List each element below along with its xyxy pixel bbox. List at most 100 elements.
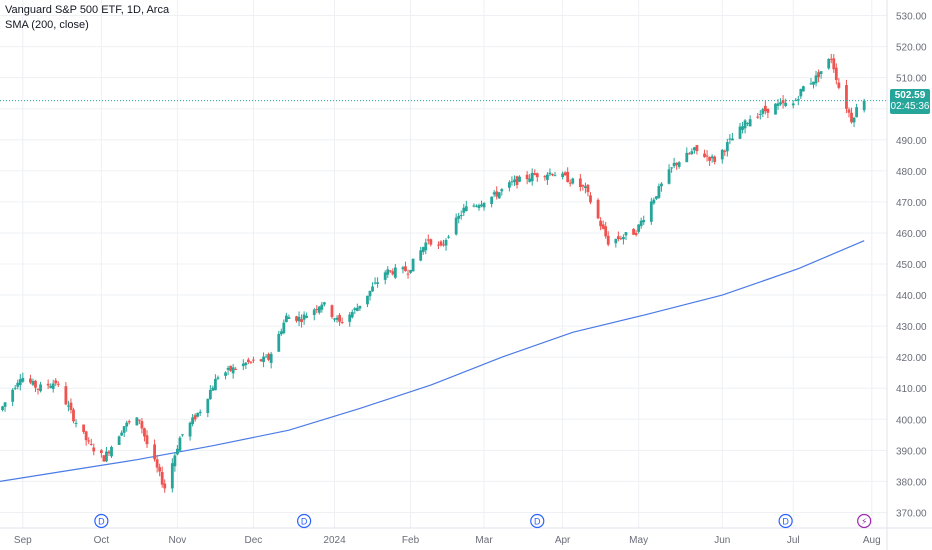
candle-up[interactable] xyxy=(206,398,210,418)
candle-down[interactable] xyxy=(515,175,519,189)
candle-up[interactable] xyxy=(462,203,466,217)
candle-up[interactable] xyxy=(692,146,696,154)
candle-down[interactable] xyxy=(634,230,638,237)
candle-up[interactable] xyxy=(371,282,374,292)
candle-up[interactable] xyxy=(660,182,663,192)
candle-up[interactable] xyxy=(731,132,734,141)
candle-up[interactable] xyxy=(231,364,235,379)
candle-up[interactable] xyxy=(170,458,174,493)
candle-up[interactable] xyxy=(513,175,516,187)
candle-up[interactable] xyxy=(282,319,286,335)
earnings-marker[interactable]: ⚡ xyxy=(857,513,872,529)
candle-up[interactable] xyxy=(812,81,815,89)
candle-down[interactable] xyxy=(338,313,341,326)
candle-down[interactable] xyxy=(763,100,767,115)
candle-up[interactable] xyxy=(117,435,121,445)
candle-up[interactable] xyxy=(561,171,565,180)
candle-down[interactable] xyxy=(300,314,303,328)
candle-up[interactable] xyxy=(358,305,362,312)
candle-up[interactable] xyxy=(122,426,126,438)
candle-up[interactable] xyxy=(279,328,283,336)
candle-up[interactable] xyxy=(497,191,501,199)
candle-up[interactable] xyxy=(191,414,195,427)
candle-up[interactable] xyxy=(571,177,575,185)
candle-up[interactable] xyxy=(51,379,55,393)
candle-up[interactable] xyxy=(411,258,415,272)
candle-down[interactable] xyxy=(604,221,608,239)
candle-down[interactable] xyxy=(850,107,853,124)
candle-up[interactable] xyxy=(241,359,245,371)
candle-down[interactable] xyxy=(495,186,499,200)
candle-up[interactable] xyxy=(366,295,369,308)
candle-down[interactable] xyxy=(153,439,156,462)
candle-down[interactable] xyxy=(832,54,836,73)
candle-up[interactable] xyxy=(312,307,316,321)
candle-up[interactable] xyxy=(649,197,653,225)
candle-up[interactable] xyxy=(409,269,412,274)
candle-down[interactable] xyxy=(315,305,319,314)
candle-down[interactable] xyxy=(249,360,253,365)
candle-up[interactable] xyxy=(622,234,625,245)
candle-up[interactable] xyxy=(809,78,813,85)
candle-up[interactable] xyxy=(459,210,463,220)
candle-down[interactable] xyxy=(84,430,88,446)
candle-down[interactable] xyxy=(439,240,443,247)
candle-down[interactable] xyxy=(34,379,37,393)
candle-up[interactable] xyxy=(125,420,129,432)
candle-up[interactable] xyxy=(284,312,288,323)
candle-up[interactable] xyxy=(105,446,108,463)
candle-down[interactable] xyxy=(160,466,164,488)
candle-down[interactable] xyxy=(632,228,635,235)
candle-up[interactable] xyxy=(419,246,423,262)
candle-down[interactable] xyxy=(391,268,395,276)
candle-up[interactable] xyxy=(779,98,782,106)
candle-up[interactable] xyxy=(814,70,818,87)
candle-down[interactable] xyxy=(563,171,567,176)
candle-up[interactable] xyxy=(657,183,661,199)
candle-down[interactable] xyxy=(535,172,539,182)
candle-up[interactable] xyxy=(16,379,20,390)
candle-down[interactable] xyxy=(756,112,760,119)
candle-up[interactable] xyxy=(67,400,70,412)
candle-up[interactable] xyxy=(464,200,468,212)
candle-up[interactable] xyxy=(758,110,762,120)
candle-up[interactable] xyxy=(475,204,478,208)
candle-up[interactable] xyxy=(368,290,372,301)
candle-down[interactable] xyxy=(566,167,570,183)
candle-down[interactable] xyxy=(87,437,91,444)
candle-down[interactable] xyxy=(837,78,841,90)
candle-up[interactable] xyxy=(262,352,265,368)
candle-down[interactable] xyxy=(252,356,255,363)
candle-up[interactable] xyxy=(39,381,42,393)
time-axis[interactable]: Sep Oct Nov Dec 2024 Feb Mar Apr May Jun Jul Aug xyxy=(14,535,881,546)
candle-up[interactable] xyxy=(335,315,339,323)
candle-up[interactable] xyxy=(181,434,184,437)
candle-down[interactable] xyxy=(145,430,149,448)
candle-down[interactable] xyxy=(525,171,529,185)
candle-up[interactable] xyxy=(447,234,450,239)
candle-up[interactable] xyxy=(297,311,301,327)
candle-up[interactable] xyxy=(49,383,53,389)
candle-up[interactable] xyxy=(748,115,752,127)
dividend-marker[interactable]: D xyxy=(530,513,545,529)
candle-up[interactable] xyxy=(477,203,481,211)
dividend-marker[interactable]: D xyxy=(297,513,312,529)
candle-up[interactable] xyxy=(287,314,291,320)
candle-up[interactable] xyxy=(548,168,552,177)
candle-up[interactable] xyxy=(173,452,177,472)
candle-down[interactable] xyxy=(29,374,32,385)
candle-up[interactable] xyxy=(226,365,230,376)
candle-up[interactable] xyxy=(642,215,646,225)
candle-down[interactable] xyxy=(586,184,590,197)
candle-up[interactable] xyxy=(738,122,742,140)
candle-up[interactable] xyxy=(348,312,352,327)
candle-up[interactable] xyxy=(492,190,496,198)
candle-up[interactable] xyxy=(518,175,521,183)
candle-down[interactable] xyxy=(56,381,60,388)
candle-down[interactable] xyxy=(295,315,298,323)
candle-up[interactable] xyxy=(791,100,795,109)
candle-up[interactable] xyxy=(353,307,357,315)
candle-up[interactable] xyxy=(741,121,744,134)
candle-up[interactable] xyxy=(350,309,354,319)
candle-up[interactable] xyxy=(725,138,729,157)
